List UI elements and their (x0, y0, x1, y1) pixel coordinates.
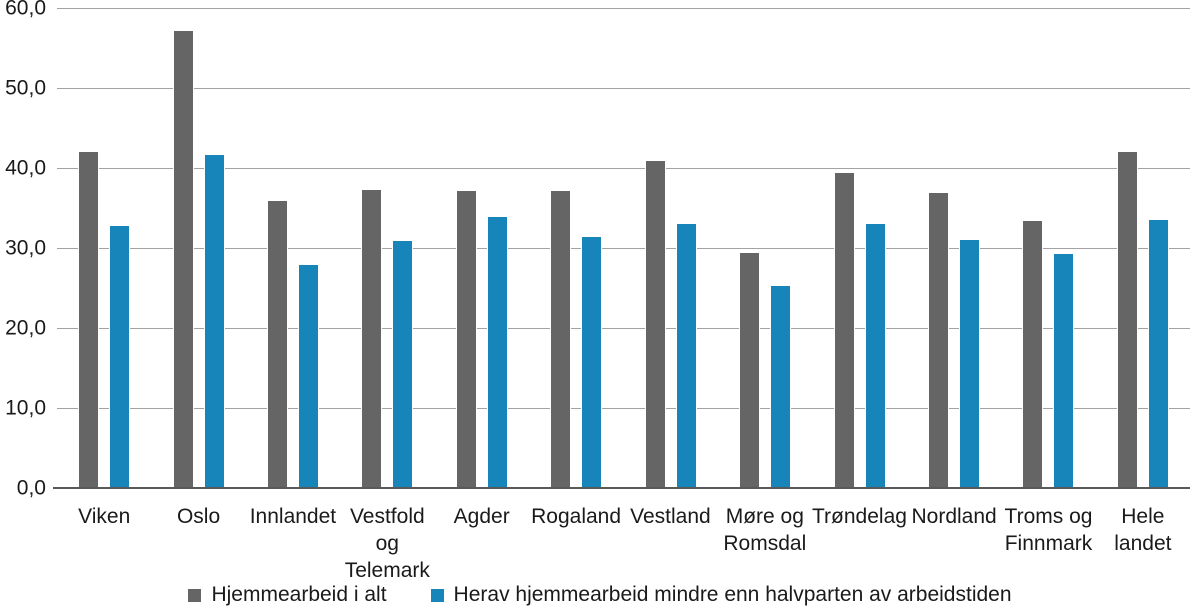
x-tick-label: Agder (453, 505, 510, 528)
bar (392, 240, 414, 488)
x-tick-label: Vestfold og Telemark (344, 505, 430, 582)
bar (203, 155, 225, 488)
bar (1022, 220, 1044, 488)
y-tick-label: 30,0 (5, 236, 46, 260)
bar (267, 200, 289, 488)
bar-group (718, 8, 812, 488)
gridline-50 (57, 88, 1190, 89)
x-axis-line (53, 487, 1190, 489)
bar (581, 236, 603, 488)
bar (770, 285, 792, 488)
bar (644, 160, 666, 488)
bar (864, 224, 886, 488)
gridline-10 (57, 408, 1190, 409)
bar-group (529, 8, 623, 488)
bar-group (340, 8, 434, 488)
x-tick-label: Innlandet (249, 505, 337, 528)
legend-label-total: Hjemmearbeid i alt (211, 583, 387, 606)
bar (675, 224, 697, 488)
x-tick-label: Oslo (176, 505, 221, 528)
legend: Hjemmearbeid i alt Herav hjemmearbeid mi… (0, 582, 1200, 608)
bar (298, 264, 320, 488)
plot-area (53, 8, 1190, 489)
x-tick-label: Viken (78, 505, 131, 528)
legend-swatch-gray-icon (188, 588, 202, 602)
gridline-20 (57, 328, 1190, 329)
bar-group (907, 8, 1001, 488)
y-tick-label: 50,0 (5, 76, 46, 100)
legend-label-partial: Herav hjemmearbeid mindre enn halvparten… (453, 583, 1012, 606)
bar (1116, 152, 1138, 488)
gridline-30 (57, 248, 1190, 249)
gridline-60 (57, 8, 1190, 9)
bar (361, 190, 383, 488)
bar (959, 240, 980, 488)
gridline-40 (57, 168, 1190, 169)
bar (928, 192, 949, 488)
legend-item-partial: Herav hjemmearbeid mindre enn halvparten… (430, 582, 1012, 608)
x-tick-label: Vestland (630, 505, 711, 528)
y-axis: 0,0 10,0 20,0 30,0 40,0 50,0 60,0 (0, 0, 46, 499)
bar-group (812, 8, 906, 488)
bar (109, 225, 131, 488)
bar-group (1096, 8, 1190, 488)
bar-group (57, 8, 151, 488)
x-tick-label: Møre og Romsdal (723, 505, 807, 555)
x-tick-label: Nordland (911, 505, 997, 528)
x-tick-label: Trøndelag (812, 505, 907, 528)
bar-group (151, 8, 245, 488)
bar-group (435, 8, 529, 488)
y-tick-label: 0,0 (16, 476, 46, 500)
bar (1147, 220, 1169, 488)
bar-group (624, 8, 718, 488)
bar (172, 31, 194, 488)
y-tick-label: 40,0 (5, 156, 46, 180)
bar (739, 252, 761, 488)
y-tick-label: 20,0 (5, 316, 46, 340)
legend-item-total: Hjemmearbeid i alt (188, 582, 387, 608)
bar (1053, 254, 1075, 488)
x-tick-label: Hele landet (1114, 505, 1172, 555)
bar (833, 172, 855, 488)
bar (78, 152, 100, 488)
y-tick-label: 10,0 (5, 396, 46, 420)
bar-group (246, 8, 340, 488)
bar (486, 216, 508, 488)
y-tick-label: 60,0 (5, 0, 46, 20)
x-tick-label: Rogaland (531, 505, 622, 528)
bar-group (1001, 8, 1095, 488)
legend-swatch-blue-icon (430, 588, 444, 602)
x-tick-label: Troms og Finnmark (1004, 505, 1093, 555)
bar (455, 191, 477, 488)
bar (550, 191, 572, 488)
x-axis: Viken Oslo Innlandet Vestfold og Telemark Ag… (57, 503, 1190, 584)
bar-groups (57, 8, 1190, 488)
